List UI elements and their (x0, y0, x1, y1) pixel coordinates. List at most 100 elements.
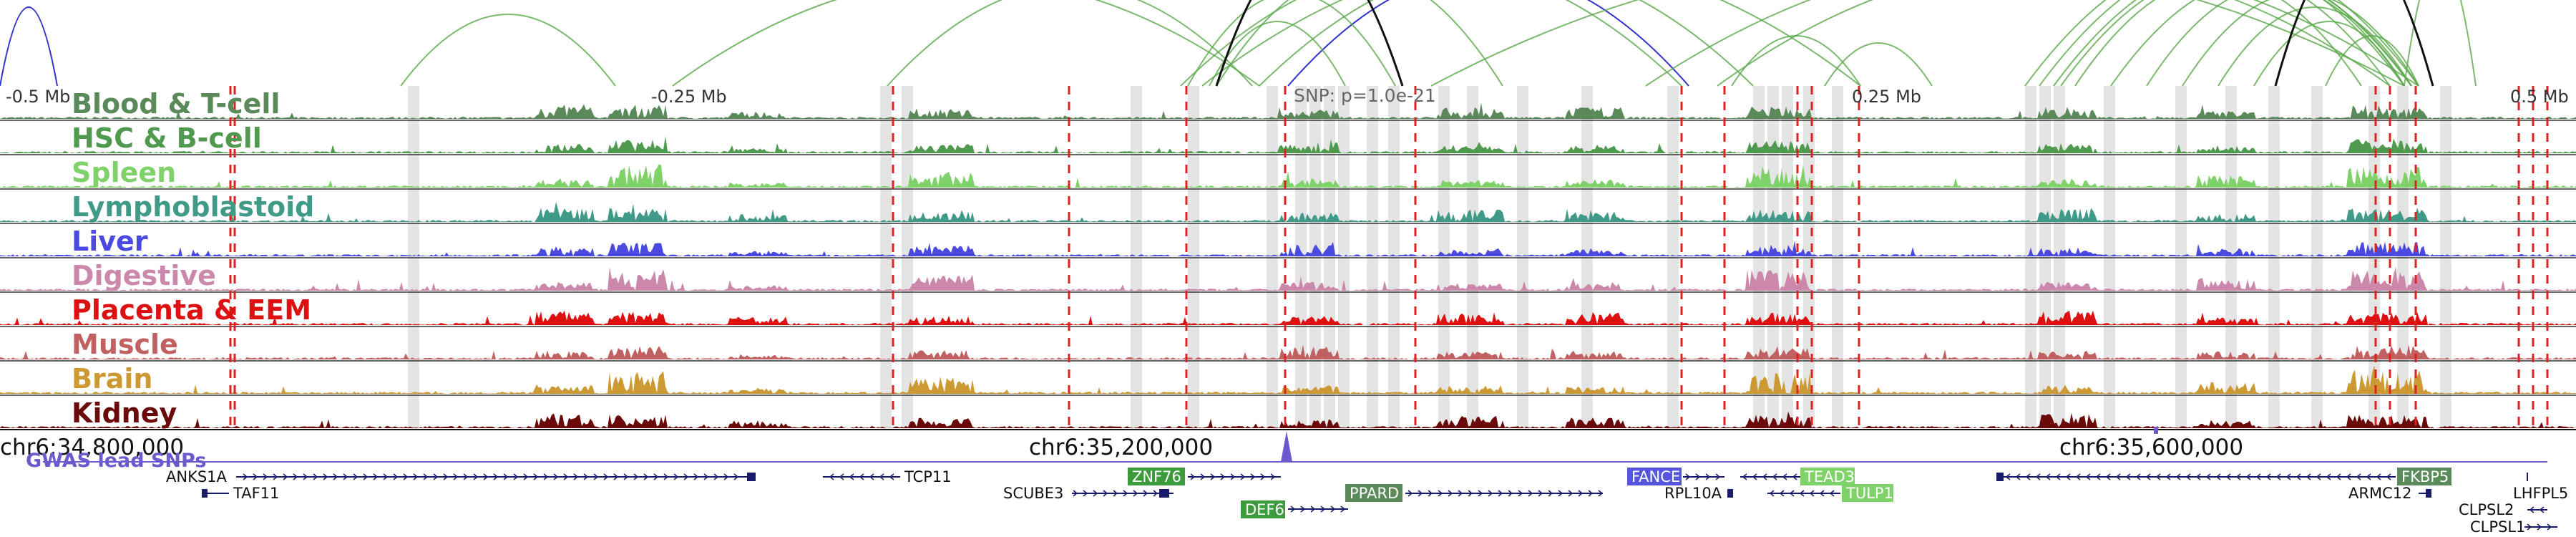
strand-arrow (2527, 523, 2532, 531)
interaction-arc (2074, 0, 2362, 87)
strand-arrow (1789, 490, 1795, 497)
strand-arrow (2205, 473, 2211, 480)
signal-area (0, 411, 2576, 428)
strand-arrows (243, 473, 2552, 531)
strand-arrow (1143, 490, 1148, 497)
signal-track (0, 102, 2576, 121)
gene-label-armc12: ARMC12 (2348, 485, 2411, 502)
track-label-hsc-b-cell: HSC & B-cell (72, 122, 262, 154)
strand-arrow (1588, 490, 1594, 497)
strand-arrow (2316, 473, 2321, 480)
strand-arrow (353, 473, 358, 480)
strand-arrow (879, 473, 884, 480)
gene-box-ppard (1345, 484, 1402, 502)
strand-arrow (523, 473, 529, 480)
gene-label-tead3: TEAD3 (1804, 468, 1855, 485)
signal-area (0, 344, 2576, 359)
region-tick: -0.25 Mb (651, 87, 727, 107)
interaction-arc (1717, 0, 2391, 87)
strand-arrow (2537, 523, 2542, 531)
interaction-arc (1209, 21, 1346, 87)
gene-label-tcp11: TCP11 (904, 468, 952, 485)
region-tick: -0.5 Mb (6, 87, 70, 107)
signal-area (0, 266, 2576, 291)
strand-arrow (333, 473, 338, 480)
strand-arrow (403, 473, 409, 480)
interaction-arc (2253, 21, 2405, 87)
strand-arrow (2075, 473, 2081, 480)
strand-arrow (2115, 473, 2121, 480)
strand-arrow (2529, 506, 2534, 513)
coordinate-label: chr6:35,600,000 (2059, 435, 2243, 460)
strand-arrow (1190, 473, 1196, 480)
strand-arrow (2547, 523, 2552, 531)
strand-arrow (839, 473, 844, 480)
strand-arrow (553, 473, 559, 480)
track-label-brain: Brain (72, 363, 152, 395)
strand-arrow (1809, 490, 1815, 497)
strand-arrow (543, 473, 549, 480)
strand-arrow (2275, 473, 2281, 480)
track-label-liver: Liver (72, 226, 148, 257)
strand-arrow (2346, 473, 2351, 480)
strand-arrow (663, 473, 669, 480)
signal-track (0, 365, 2576, 396)
strand-arrow (253, 473, 258, 480)
track-label-spleen: Spleen (72, 157, 176, 188)
strand-arrow (2285, 473, 2291, 480)
interaction-arcs (0, 0, 2477, 87)
strand-arrow (453, 473, 459, 480)
signal-area (0, 241, 2576, 256)
strand-arrow (2005, 473, 2011, 480)
signal-area (0, 202, 2576, 222)
track-label-blood-t-cell: Blood & T-cell (72, 88, 280, 120)
strand-arrow (293, 473, 298, 480)
strand-arrow (263, 473, 268, 480)
gwas-track: GWAS lead SNPs (26, 427, 2547, 472)
gene-box-znf76 (1128, 468, 1185, 485)
interaction-arc (1216, 0, 1503, 87)
gwas-label: GWAS lead SNPs (26, 450, 206, 472)
strand-arrow (1240, 473, 1246, 480)
strand-arrow (1715, 473, 1721, 480)
track-labels: Blood & T-cell HSC & B-cell Spleen Lymph… (72, 88, 314, 429)
strand-arrow (423, 473, 429, 480)
signal-area (0, 365, 2576, 394)
interaction-arc (672, 0, 1260, 87)
interaction-arc (1731, 35, 1861, 87)
interaction-arc (2274, 0, 2434, 87)
interaction-arc (2182, 0, 2419, 87)
strand-arrow (613, 473, 619, 480)
strand-arrow (2255, 473, 2261, 480)
strand-arrow (1558, 490, 1563, 497)
gene-label-fance: FANCE (1631, 468, 1680, 485)
track-label-placenta-eem: Placenta & EEM (72, 294, 311, 326)
strand-arrow (1300, 505, 1306, 513)
interaction-arc (1430, 0, 2405, 87)
interaction-arc (2053, 0, 2412, 87)
strand-arrow (1695, 473, 1701, 480)
strand-arrow (493, 473, 499, 480)
interaction-arc (1187, 0, 1396, 87)
interaction-arc (0, 6, 58, 87)
strand-arrow (2105, 473, 2111, 480)
gene-label-def6: DEF6 (1245, 501, 1284, 518)
strand-arrow (1518, 490, 1523, 497)
signal-tracks (0, 102, 2576, 430)
strand-arrow (1578, 490, 1584, 497)
gene-box-def6 (1241, 500, 1285, 518)
strand-arrow (1799, 490, 1805, 497)
interaction-arc (1824, 42, 1933, 87)
gene-exon (747, 473, 756, 481)
strand-arrow (623, 473, 629, 480)
strand-arrow (2015, 473, 2021, 480)
strand-arrow (673, 473, 679, 480)
strand-arrow (503, 473, 509, 480)
strand-arrow (603, 473, 609, 480)
gwas-snp-marker (1281, 431, 1292, 462)
strand-arrow (1752, 473, 1757, 480)
strand-arrow (1407, 490, 1413, 497)
strand-arrow (283, 473, 288, 480)
gene-label-fkbp5: FKBP5 (2401, 468, 2449, 485)
signal-track (0, 202, 2576, 224)
